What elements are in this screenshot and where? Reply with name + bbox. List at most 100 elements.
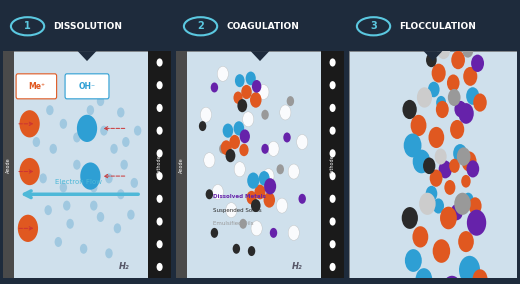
Circle shape: [157, 81, 163, 89]
Circle shape: [40, 173, 47, 183]
Circle shape: [239, 219, 247, 229]
Circle shape: [402, 207, 418, 229]
Circle shape: [283, 132, 291, 143]
Circle shape: [451, 204, 463, 220]
Bar: [321, 51, 344, 278]
Circle shape: [211, 228, 218, 238]
Circle shape: [258, 85, 269, 99]
Circle shape: [157, 240, 163, 248]
Circle shape: [73, 132, 81, 143]
Circle shape: [248, 246, 255, 256]
Circle shape: [247, 172, 259, 189]
Circle shape: [413, 150, 431, 173]
Bar: [148, 51, 172, 278]
Text: FLOCCULATION: FLOCCULATION: [399, 22, 476, 31]
Circle shape: [19, 158, 40, 185]
Circle shape: [276, 198, 288, 213]
Circle shape: [433, 239, 450, 263]
Circle shape: [19, 110, 40, 137]
Circle shape: [457, 147, 471, 166]
Circle shape: [463, 67, 477, 86]
Text: H₂: H₂: [292, 262, 303, 272]
Circle shape: [459, 256, 480, 284]
Circle shape: [157, 218, 163, 225]
Circle shape: [442, 276, 462, 284]
Circle shape: [330, 59, 335, 66]
Circle shape: [411, 115, 426, 136]
Circle shape: [263, 169, 274, 183]
Circle shape: [436, 96, 446, 109]
Text: Anode: Anode: [6, 157, 11, 173]
Text: 1: 1: [24, 21, 31, 31]
Circle shape: [415, 268, 432, 284]
Circle shape: [459, 103, 474, 124]
Circle shape: [205, 189, 213, 199]
Circle shape: [296, 135, 308, 149]
Circle shape: [157, 172, 163, 180]
Circle shape: [60, 182, 67, 193]
Circle shape: [426, 53, 437, 67]
Circle shape: [45, 205, 52, 215]
Circle shape: [330, 104, 335, 112]
Text: DISSOLUTION: DISSOLUTION: [54, 22, 123, 31]
Circle shape: [246, 191, 257, 204]
Circle shape: [419, 193, 436, 215]
Circle shape: [157, 149, 163, 157]
Circle shape: [417, 87, 432, 108]
Circle shape: [131, 178, 138, 188]
Circle shape: [402, 100, 417, 119]
Text: Emulsified Oils: Emulsified Oils: [213, 221, 253, 226]
Circle shape: [426, 186, 437, 201]
Circle shape: [451, 51, 465, 69]
Circle shape: [97, 212, 104, 222]
Circle shape: [466, 160, 479, 178]
Circle shape: [280, 105, 291, 120]
Circle shape: [412, 226, 428, 248]
Circle shape: [217, 66, 228, 81]
Circle shape: [245, 72, 256, 85]
Circle shape: [90, 201, 97, 211]
Circle shape: [270, 228, 277, 238]
Circle shape: [404, 133, 422, 157]
Circle shape: [33, 137, 40, 147]
Circle shape: [330, 149, 335, 157]
Circle shape: [219, 144, 227, 154]
Text: H₂: H₂: [119, 262, 129, 272]
Text: 2: 2: [197, 21, 204, 31]
Circle shape: [233, 91, 243, 104]
Circle shape: [204, 153, 215, 168]
Circle shape: [211, 82, 218, 93]
Circle shape: [105, 248, 113, 258]
Circle shape: [462, 151, 476, 172]
Circle shape: [330, 240, 335, 248]
Circle shape: [445, 180, 456, 195]
Circle shape: [471, 55, 484, 72]
Circle shape: [199, 121, 206, 131]
Text: Cathode: Cathode: [330, 154, 335, 175]
Circle shape: [405, 249, 422, 272]
Circle shape: [235, 74, 244, 87]
Circle shape: [330, 172, 335, 180]
Circle shape: [73, 160, 81, 170]
Circle shape: [226, 203, 237, 218]
Circle shape: [262, 144, 269, 154]
Circle shape: [46, 105, 54, 115]
Circle shape: [428, 82, 439, 97]
Circle shape: [330, 263, 335, 271]
Circle shape: [436, 101, 449, 118]
Circle shape: [241, 85, 252, 99]
Circle shape: [466, 87, 479, 105]
FancyBboxPatch shape: [16, 74, 57, 99]
Circle shape: [447, 74, 460, 91]
Circle shape: [288, 225, 300, 240]
Circle shape: [157, 263, 163, 271]
Circle shape: [114, 223, 121, 233]
Circle shape: [288, 164, 300, 179]
Circle shape: [330, 218, 335, 225]
Circle shape: [121, 160, 128, 170]
Circle shape: [430, 170, 443, 187]
Circle shape: [240, 130, 250, 143]
Circle shape: [461, 175, 471, 188]
Circle shape: [87, 105, 94, 115]
Circle shape: [221, 140, 232, 155]
